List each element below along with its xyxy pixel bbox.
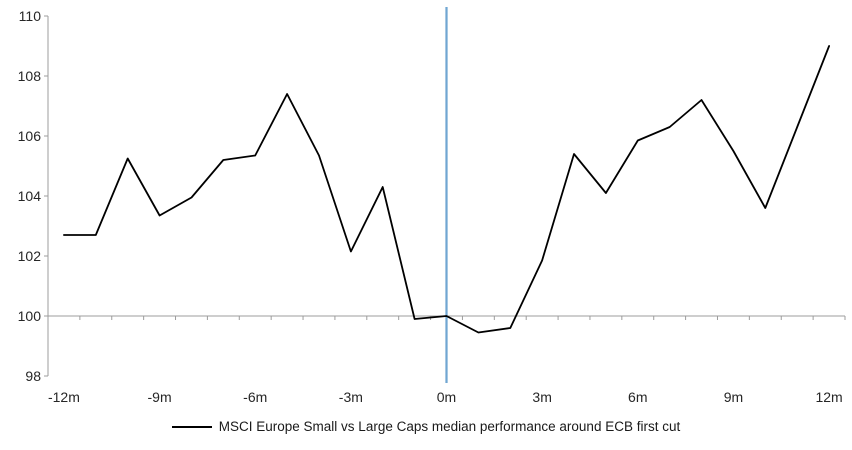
x-tick-label: 9m	[724, 389, 743, 405]
y-tick-label: 102	[18, 248, 42, 264]
legend-line-swatch	[171, 425, 212, 428]
y-tick-label: 104	[18, 188, 42, 204]
x-tick-label: -3m	[339, 389, 363, 405]
x-tick-label: -6m	[243, 389, 267, 405]
x-tick-label: 6m	[628, 389, 647, 405]
data-series-line	[63, 45, 830, 334]
legend-label: MSCI Europe Small vs Large Caps median p…	[218, 419, 681, 434]
x-tick-label: 12m	[815, 389, 842, 405]
x-tick-label: -9m	[148, 389, 172, 405]
y-tick-label: 110	[19, 8, 42, 24]
y-tick-label: 100	[18, 308, 42, 324]
x-tick-label: -12m	[48, 389, 80, 405]
x-tick-label: 0m	[437, 389, 456, 405]
x-tick-label: 3m	[532, 389, 551, 405]
y-tick-label: 98	[25, 368, 41, 384]
y-tick-label: 106	[18, 128, 42, 144]
legend: MSCI Europe Small vs Large Caps median p…	[0, 419, 852, 434]
y-axis: 98 100 102 104 106 108 110	[18, 8, 49, 384]
y-tick-label: 108	[18, 68, 42, 84]
